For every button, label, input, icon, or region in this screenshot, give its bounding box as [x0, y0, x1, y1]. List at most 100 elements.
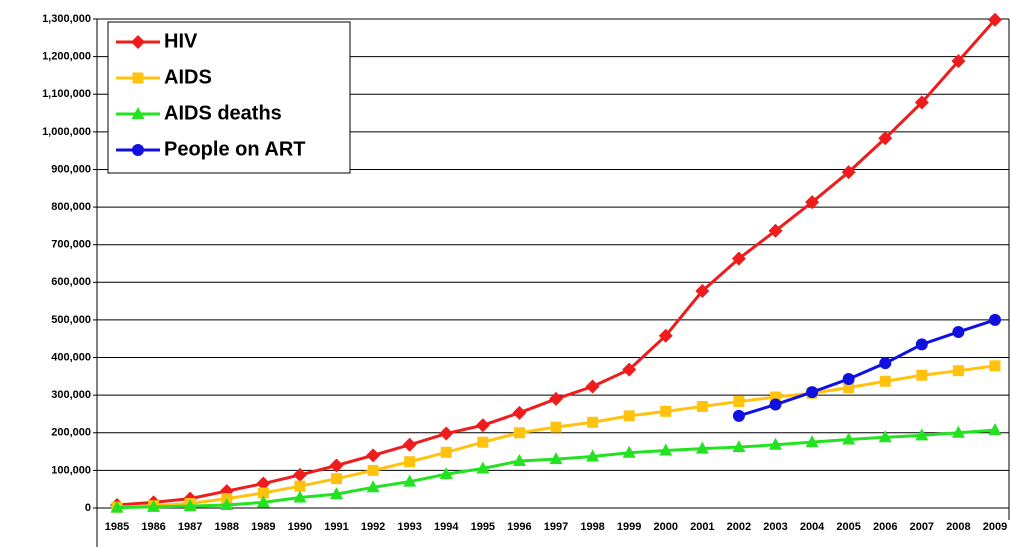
marker — [256, 495, 270, 508]
marker — [842, 432, 856, 445]
marker — [257, 487, 269, 499]
marker — [878, 430, 892, 443]
y-tick-label: 1,200,000 — [42, 51, 91, 63]
y-tick-label: 0 — [85, 502, 91, 514]
x-tick-label: 1985 — [105, 521, 129, 533]
marker — [110, 500, 124, 513]
marker — [366, 480, 380, 493]
marker — [952, 365, 964, 377]
x-tick-label: 1989 — [251, 521, 275, 533]
marker — [732, 440, 746, 453]
legend-label: AIDS deaths — [164, 102, 282, 124]
marker — [475, 418, 490, 433]
marker — [550, 421, 562, 433]
y-tick-label: 300,000 — [51, 389, 91, 401]
x-tick-label: 1990 — [288, 521, 312, 533]
marker — [915, 338, 928, 351]
marker — [770, 391, 781, 403]
marker — [403, 474, 417, 487]
marker — [512, 405, 527, 420]
marker — [878, 131, 893, 146]
marker — [988, 12, 1002, 27]
y-tick-label: 400,000 — [51, 351, 91, 363]
x-tick-label: 1994 — [434, 521, 459, 533]
legend-label: HIV — [164, 30, 198, 52]
marker — [256, 476, 271, 491]
y-tick-label: 800,000 — [51, 201, 91, 213]
marker — [404, 456, 416, 468]
marker — [768, 223, 783, 238]
marker — [841, 165, 856, 180]
y-tick-label: 1,100,000 — [42, 88, 91, 100]
y-tick-label: 1,300,000 — [42, 13, 91, 25]
marker — [952, 325, 965, 338]
x-tick-label: 1996 — [507, 521, 531, 533]
marker — [329, 458, 344, 473]
x-tick-label: 2006 — [873, 521, 897, 533]
marker — [769, 437, 782, 450]
marker — [220, 497, 234, 510]
marker — [915, 428, 929, 441]
x-tick-label: 2009 — [983, 521, 1007, 533]
marker — [622, 445, 636, 458]
x-tick-label: 1987 — [178, 521, 202, 533]
marker — [916, 369, 928, 381]
marker — [330, 487, 343, 500]
marker — [805, 435, 819, 448]
x-tick-label: 1997 — [544, 521, 568, 533]
marker — [914, 95, 929, 110]
y-tick-label: 900,000 — [51, 163, 91, 175]
marker — [879, 375, 891, 387]
x-tick-label: 1992 — [361, 521, 385, 533]
marker — [294, 480, 306, 492]
marker — [585, 379, 600, 394]
marker — [512, 453, 526, 466]
series-line — [738, 318, 996, 418]
legend-marker — [132, 144, 144, 156]
y-tick-label: 200,000 — [51, 427, 91, 439]
y-tick-label: 100,000 — [51, 464, 91, 476]
marker — [731, 251, 746, 266]
x-tick-label: 2005 — [836, 521, 860, 533]
marker — [951, 425, 965, 438]
x-tick-label: 1995 — [471, 521, 495, 533]
marker — [623, 410, 635, 422]
marker — [733, 396, 745, 408]
y-tick-label: 500,000 — [51, 314, 91, 326]
x-tick-label: 1999 — [617, 521, 641, 533]
legend-marker — [132, 72, 144, 84]
y-tick-label: 1,000,000 — [42, 126, 91, 138]
marker — [695, 283, 710, 298]
marker — [843, 382, 855, 394]
marker — [440, 446, 452, 458]
x-tick-label: 2007 — [910, 521, 934, 533]
x-tick-label: 1988 — [215, 521, 239, 533]
marker — [147, 499, 161, 512]
x-tick-label: 1998 — [580, 521, 604, 533]
y-tick-label: 700,000 — [51, 239, 91, 251]
marker — [842, 372, 855, 385]
x-tick-label: 2003 — [763, 521, 787, 533]
x-tick-label: 2002 — [727, 521, 751, 533]
y-tick-label: 600,000 — [51, 276, 91, 288]
marker — [988, 423, 1002, 436]
marker — [951, 54, 966, 69]
marker — [879, 357, 892, 370]
x-tick-label: 1986 — [141, 521, 165, 533]
marker — [805, 195, 820, 210]
marker — [732, 409, 745, 422]
x-tick-label: 2000 — [654, 521, 678, 533]
marker — [989, 360, 1001, 372]
legend-marker — [131, 35, 145, 49]
marker — [806, 386, 819, 399]
marker — [293, 490, 307, 503]
marker — [622, 362, 637, 377]
legend-marker — [131, 107, 145, 119]
marker — [549, 391, 563, 406]
marker — [659, 443, 673, 456]
marker — [658, 328, 673, 343]
x-tick-label: 1991 — [324, 521, 348, 533]
x-tick-label: 2004 — [800, 521, 825, 533]
marker — [183, 499, 197, 512]
legend-box — [107, 21, 351, 174]
